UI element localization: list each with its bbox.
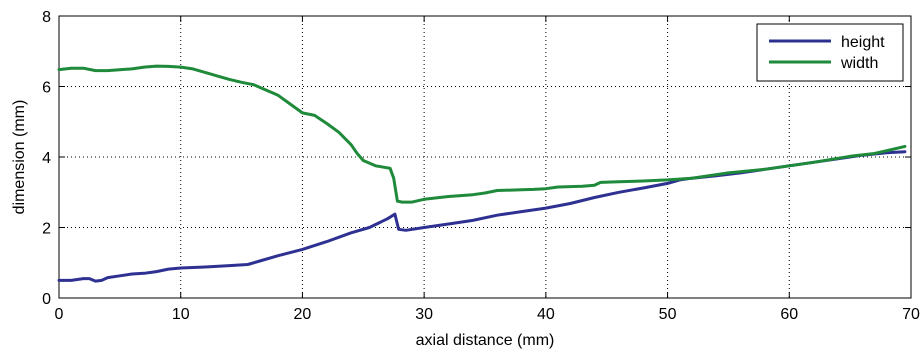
- legend-box: [756, 23, 904, 82]
- x-tick-label: 50: [659, 306, 677, 323]
- x-tick-label: 40: [537, 306, 555, 323]
- y-tick-label: 0: [42, 291, 51, 308]
- legend-label-height: height: [841, 34, 885, 51]
- y-tick-label: 6: [42, 80, 51, 97]
- x-tick-label: 20: [294, 306, 312, 323]
- axes: 0 10 20 30 40 50 60 70 0 2 4 6 8: [42, 9, 920, 323]
- y-axis-label: dimension (mm): [11, 100, 28, 215]
- series-lines: [57, 64, 907, 283]
- x-tick-label: 10: [172, 306, 190, 323]
- x-axis-label: axial distance (mm): [416, 332, 555, 349]
- x-tick-label: 60: [780, 306, 798, 323]
- series-line-width: [57, 64, 907, 204]
- x-tick-label: 0: [55, 306, 64, 323]
- legend-label-width: width: [840, 55, 878, 72]
- legend: height width: [756, 23, 904, 82]
- y-tick-label: 8: [42, 9, 51, 26]
- y-tick-label: 2: [42, 221, 51, 238]
- x-tick-label: 30: [415, 306, 433, 323]
- y-tick-label: 4: [42, 150, 51, 167]
- x-tick-label: 70: [902, 306, 920, 323]
